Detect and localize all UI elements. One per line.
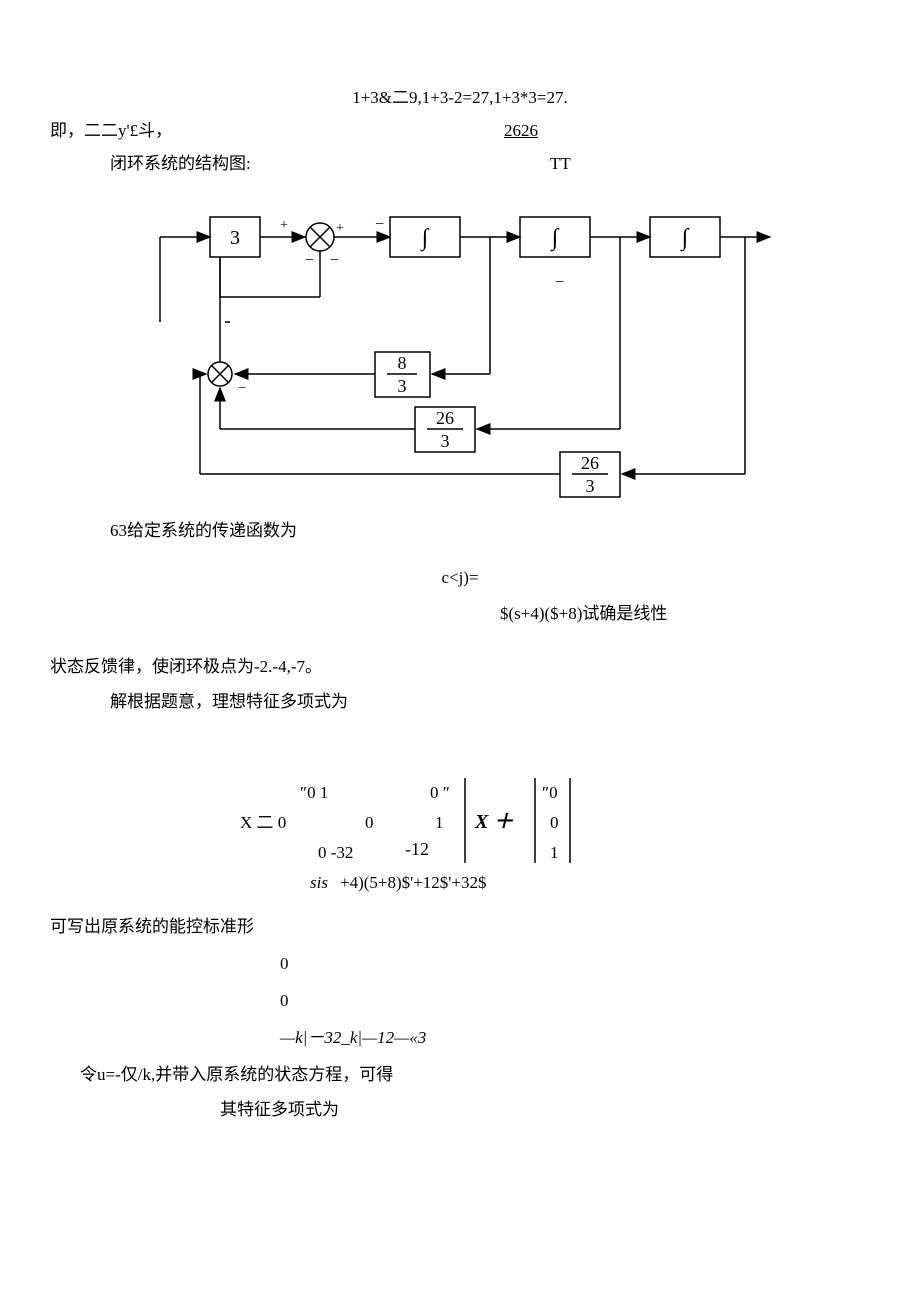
svg-text:∫: ∫ <box>680 225 690 252</box>
svg-text:+: + <box>336 221 344 236</box>
text-feedback-law: 状态反馈律，使闭环极点为-2.-4,-7。 <box>50 653 870 682</box>
svg-text:−: − <box>238 381 246 396</box>
eq-cj: c<j)= <box>50 564 870 593</box>
svg-text:0: 0 <box>365 813 374 832</box>
svg-text:−: − <box>555 274 564 291</box>
svg-text:3: 3 <box>398 376 407 396</box>
svg-text:sis: sis <box>310 873 328 892</box>
text-let-u: 令u=-仅/k,并带入原系统的状态方程，可得 <box>50 1061 870 1090</box>
eq-stack: 0 0 —k|－32_k|—12—«3 <box>50 950 870 1053</box>
svg-text:3: 3 <box>441 431 450 451</box>
text-tt: TT <box>251 150 870 179</box>
svg-text:8: 8 <box>398 353 407 373</box>
row-2: 即，二二y'£斗， 2626 <box>50 117 870 146</box>
svg-text:0 -32: 0 -32 <box>318 843 353 862</box>
spacer-1 <box>50 723 870 763</box>
eq-top-1: 1+3&二9,1+3-2=27,1+3*3=27. <box>50 84 870 113</box>
svg-text:+: + <box>280 218 288 233</box>
eq-s1: 0 <box>280 950 870 979</box>
svg-text:1: 1 <box>550 843 559 862</box>
matrix-block: ″0 1 0 ″ X 二 0 0 1 0 -32 -12 X ＋ ″0 0 1 … <box>50 773 870 903</box>
svg-text:″0 1: ″0 1 <box>300 783 328 802</box>
svg-text:X ＋: X ＋ <box>474 811 513 833</box>
eq-s3: —k|－32_k|—12—«3 <box>280 1024 870 1053</box>
page-root: 1+3&二9,1+3-2=27,1+3*3=27. 即，二二y'£斗， 2626… <box>0 0 920 1190</box>
eq-s4s8: $(s+4)($+8)试确是线性 <box>50 600 870 629</box>
text-controllable-form: 可写出原系统的能控标准形 <box>50 913 870 942</box>
svg-text:0 ″: 0 ″ <box>430 783 450 802</box>
svg-text:+4)(5+8)$'+12$'+32$: +4)(5+8)$'+12$'+32$ <box>340 873 486 892</box>
svg-text:−: − <box>330 252 339 269</box>
svg-text:−: − <box>375 216 384 233</box>
svg-text:26: 26 <box>436 408 454 428</box>
svg-text:−: − <box>305 252 314 269</box>
svg-text:0: 0 <box>550 813 559 832</box>
row-3: 闭环系统的结构图: TT <box>50 150 870 179</box>
gain-3-label: 3 <box>230 227 240 249</box>
svg-text:X 二 0: X 二 0 <box>240 813 286 832</box>
svg-text:∫: ∫ <box>550 225 560 252</box>
text-struct-diagram: 闭环系统的结构图: <box>50 150 251 179</box>
frac-2626: 2626 <box>504 121 538 140</box>
block-diagram: 3 + + − ∫ ∫ ∫ − − − <box>50 197 870 507</box>
svg-text:″0: ″0 <box>542 783 558 802</box>
eq-s2: 0 <box>280 987 870 1016</box>
text-63: 63给定系统的传递函数为 <box>50 517 870 546</box>
svg-text:∫: ∫ <box>420 225 430 252</box>
text-ideal-poly: 解根据题意，理想特征多项式为 <box>50 688 870 717</box>
svg-text:1: 1 <box>435 813 444 832</box>
svg-text:-12: -12 <box>405 839 429 859</box>
svg-text:26: 26 <box>581 453 599 473</box>
svg-text:3: 3 <box>586 476 595 496</box>
text-char-poly: 其特征多项式为 <box>50 1096 870 1125</box>
text-left-2: 即，二二y'£斗， <box>50 117 172 146</box>
